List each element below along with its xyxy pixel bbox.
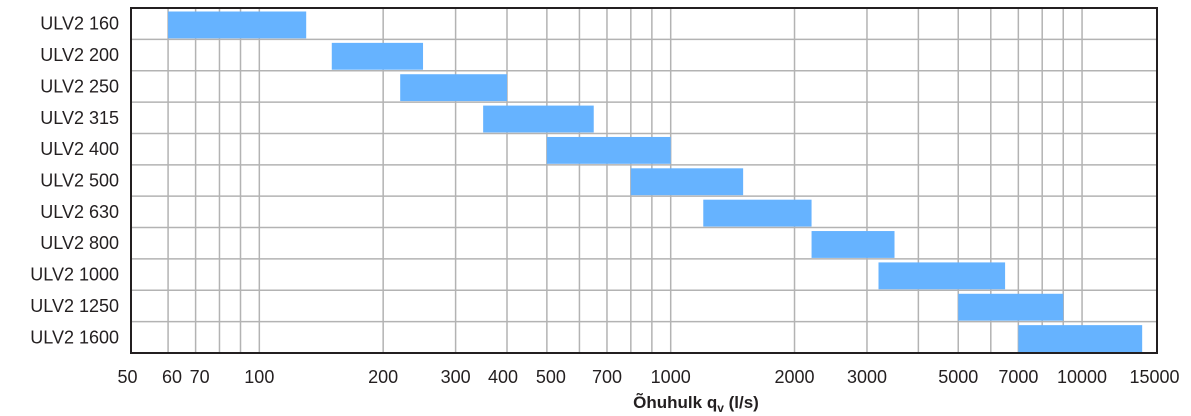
range-bar xyxy=(331,42,424,70)
x-tick-label: 1000 xyxy=(651,367,691,387)
range-bar xyxy=(483,105,594,133)
category-label: ULV2 200 xyxy=(40,45,119,65)
range-bar xyxy=(546,136,671,164)
category-label: ULV2 800 xyxy=(40,233,119,253)
plot-frame xyxy=(130,7,1158,354)
category-label: ULV2 630 xyxy=(40,202,119,222)
x-tick-label: 7000 xyxy=(998,367,1038,387)
range-bar xyxy=(958,293,1064,321)
x-tick-label: 3000 xyxy=(847,367,887,387)
x-tick-label: 200 xyxy=(368,367,398,387)
x-tick-labels: 50 60 70 100 200 300 400 500 700 1000 2000 3000 5000… xyxy=(117,367,1179,387)
x-tick-label: 70 xyxy=(190,367,210,387)
range-bar xyxy=(1018,325,1143,352)
range-bar xyxy=(168,11,307,39)
x-tick-label: 100 xyxy=(244,367,274,387)
bar-layer xyxy=(168,11,1143,352)
category-label: ULV2 1000 xyxy=(30,265,119,285)
range-bar xyxy=(630,168,744,196)
x-tick-label: 500 xyxy=(536,367,566,387)
range-bar xyxy=(703,199,812,227)
category-label: ULV2 160 xyxy=(40,14,119,34)
range-bar xyxy=(400,74,507,102)
range-bar xyxy=(811,231,895,258)
x-tick-label: 50 xyxy=(117,367,137,387)
category-label: ULV2 500 xyxy=(40,171,119,191)
category-label: ULV2 315 xyxy=(40,108,119,128)
x-tick-label: 10000 xyxy=(1057,367,1107,387)
x-axis-title: Õhuhulk qv (l/s) xyxy=(633,392,759,415)
x-tick-label: 5000 xyxy=(938,367,978,387)
category-label: ULV2 1250 xyxy=(30,296,119,316)
x-tick-label: 2000 xyxy=(775,367,815,387)
x-tick-label: 400 xyxy=(488,367,518,387)
x-tick-label: 15000 xyxy=(1129,367,1179,387)
x-tick-label: 300 xyxy=(441,367,471,387)
category-label: ULV2 400 xyxy=(40,139,119,159)
category-label: ULV2 1600 xyxy=(30,327,119,347)
category-label: ULV2 250 xyxy=(40,76,119,96)
x-axis-title-main: Õhuhulk q xyxy=(633,392,717,412)
category-labels: ULV2 160 ULV2 200 ULV2 250 ULV2 315 ULV2 400… xyxy=(30,14,119,348)
x-axis-title-unit: (l/s) xyxy=(724,393,759,412)
x-tick-label: 60 xyxy=(162,367,182,387)
range-bar xyxy=(878,262,1006,290)
x-tick-label: 700 xyxy=(592,367,622,387)
x-axis-title-subscript: v xyxy=(717,401,724,415)
